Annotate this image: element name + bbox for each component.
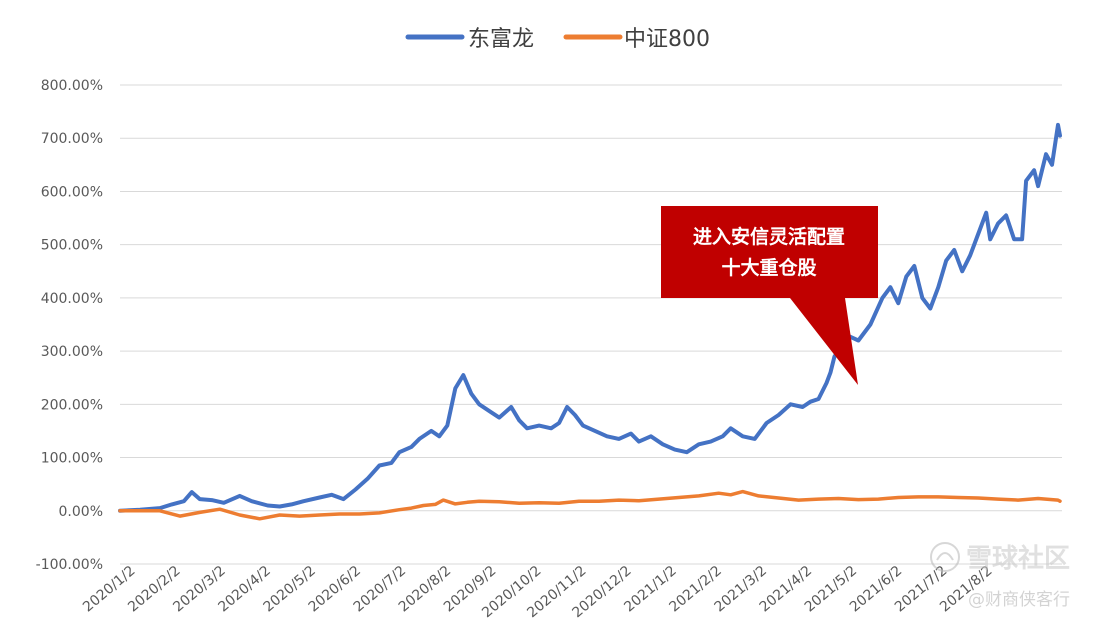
- y-tick-label: 400.00%: [41, 291, 103, 307]
- annotation-text-line2: 十大重仓股: [721, 256, 816, 279]
- x-axis-tick-labels: 2020/1/22020/2/22020/3/22020/4/22020/5/2…: [80, 563, 995, 621]
- series-line-csi800: [118, 489, 1062, 521]
- annotation-callout: 进入安信灵活配置 十大重仓股: [661, 206, 878, 385]
- y-tick-label: 0.00%: [59, 504, 103, 520]
- grid-lines: [120, 84, 1062, 565]
- series-line-dongfulong: [118, 122, 1062, 513]
- legend: 东富龙 中证800: [405, 27, 710, 52]
- snowball-logo-icon: [930, 542, 960, 572]
- y-tick-label: 200.00%: [41, 397, 103, 413]
- y-tick-label: 100.00%: [41, 451, 103, 467]
- legend-label-csi800: 中证800: [624, 27, 710, 52]
- watermark: 雪球社区 @财商侠客行: [930, 542, 1070, 610]
- y-tick-label: -100.00%: [36, 557, 103, 573]
- series-lines: [118, 122, 1062, 521]
- y-tick-label: 500.00%: [41, 238, 103, 254]
- watermark-brand: 雪球社区: [966, 543, 1070, 574]
- annotation-box: [661, 206, 878, 385]
- y-tick-label: 800.00%: [41, 78, 103, 94]
- annotation-text-line1: 进入安信灵活配置: [693, 225, 845, 248]
- y-tick-label: 700.00%: [41, 131, 103, 147]
- legend-label-dongfulong: 东富龙: [468, 27, 534, 52]
- y-tick-label: 300.00%: [41, 344, 103, 360]
- y-tick-label: 600.00%: [41, 184, 103, 200]
- watermark-author: @财商侠客行: [968, 590, 1070, 610]
- y-axis-tick-labels: -100.00% 0.00% 100.00% 200.00% 300.00% 400.00…: [36, 78, 103, 573]
